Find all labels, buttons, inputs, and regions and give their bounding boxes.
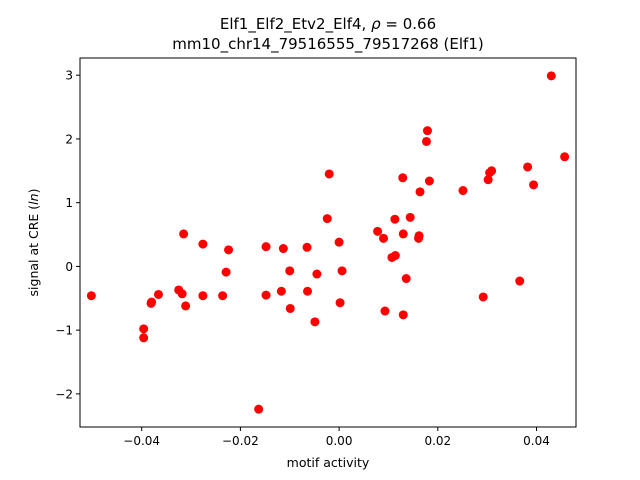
x-tick-label: 0.04: [523, 434, 550, 448]
data-point: [278, 244, 288, 254]
data-point: [373, 226, 383, 236]
data-point: [322, 214, 332, 224]
data-point: [254, 404, 264, 414]
data-point: [390, 214, 400, 224]
data-point: [405, 212, 415, 222]
plot-area: [79, 57, 577, 428]
data-point: [398, 310, 408, 320]
x-axis: −0.04 −0.02 0.00 0.02 0.04: [123, 427, 550, 448]
y-axis: −2 −1 0 1 2 3: [55, 69, 80, 401]
data-point: [483, 175, 493, 185]
data-point: [198, 239, 208, 249]
x-tick-label: 0.00: [326, 434, 353, 448]
data-point: [398, 173, 408, 183]
y-axis-label: signal at CRE (ln): [26, 189, 41, 297]
data-point: [221, 267, 231, 277]
chart-title-line2: mm10_chr14_79516555_79517268 (Elf1): [172, 35, 483, 54]
data-point: [179, 229, 189, 239]
data-point: [218, 291, 228, 301]
x-tick-label: −0.02: [222, 434, 259, 448]
data-point: [414, 231, 424, 241]
data-point: [478, 292, 488, 302]
data-point: [261, 242, 271, 252]
y-tick-label: 2: [65, 132, 73, 146]
data-point: [324, 169, 334, 179]
data-point: [337, 266, 347, 276]
data-point: [380, 306, 390, 316]
data-point: [487, 166, 497, 176]
data-point: [181, 301, 191, 311]
x-axis-label: motif activity: [287, 455, 370, 470]
x-tick-label: −0.04: [123, 434, 160, 448]
data-point: [198, 291, 208, 301]
data-point: [546, 71, 556, 81]
data-point: [334, 237, 344, 247]
data-point: [379, 233, 389, 243]
y-tick-label: 3: [65, 69, 73, 83]
chart-title-line1: Elf1_Elf2_Etv2_Elf4, ρ = 0.66: [220, 15, 436, 34]
y-tick-label: −1: [55, 324, 73, 338]
data-points: [86, 71, 570, 414]
data-point: [139, 324, 149, 334]
y-tick-label: 0: [65, 260, 73, 274]
data-point: [285, 303, 295, 313]
data-point: [401, 274, 411, 284]
data-point: [177, 289, 187, 299]
data-point: [303, 286, 313, 296]
data-point: [390, 251, 400, 261]
data-point: [261, 290, 271, 300]
data-point: [415, 187, 425, 197]
data-point: [285, 266, 295, 276]
data-point: [147, 297, 157, 307]
data-point: [276, 286, 286, 296]
data-point: [523, 162, 533, 172]
data-point: [139, 333, 149, 343]
data-point: [302, 242, 312, 252]
data-point: [458, 186, 468, 196]
data-point: [310, 317, 320, 327]
data-point: [153, 289, 163, 299]
y-tick-label: −2: [55, 387, 73, 401]
data-point: [86, 291, 96, 301]
data-point: [421, 136, 431, 146]
y-tick-label: 1: [65, 196, 73, 210]
data-point: [335, 298, 345, 308]
data-point: [560, 152, 570, 162]
data-point: [529, 180, 539, 190]
data-point: [398, 229, 408, 239]
data-point: [422, 126, 432, 136]
x-tick-label: 0.02: [424, 434, 451, 448]
data-point: [424, 176, 434, 186]
data-point: [224, 245, 234, 255]
data-point: [312, 269, 322, 279]
data-point: [515, 276, 525, 286]
